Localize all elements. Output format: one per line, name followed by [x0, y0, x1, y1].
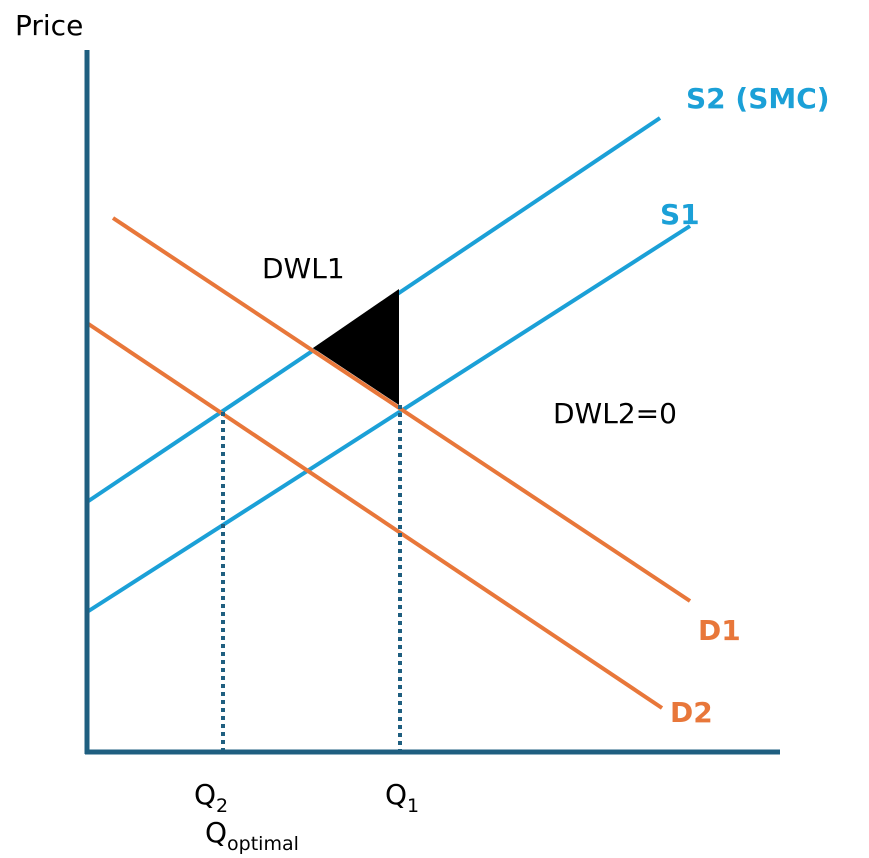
d1-curve [111, 216, 692, 603]
y-axis-label: Price [15, 9, 83, 42]
subscript: 1 [407, 795, 419, 817]
symbol: Q [385, 778, 407, 811]
curve-label: S1 [660, 198, 700, 231]
symbol: Q [194, 778, 216, 811]
subscript: optimal [227, 833, 299, 855]
subscript: 2 [216, 795, 228, 817]
area-label: DWL2=0 [553, 397, 677, 430]
quantity-label: Q1 [385, 778, 419, 817]
dwl-triangle [313, 289, 399, 405]
symbol: Q [205, 816, 227, 849]
curve-label: D1 [698, 614, 741, 647]
s1-curve [85, 224, 692, 614]
d2-curve [85, 321, 664, 710]
curve-label: S2 (SMC) [686, 82, 830, 115]
quantity-label: Q2 [194, 778, 228, 817]
curve-label: D2 [670, 696, 713, 729]
area-label: DWL1 [262, 252, 345, 285]
quantity-label: Qoptimal [205, 816, 299, 855]
